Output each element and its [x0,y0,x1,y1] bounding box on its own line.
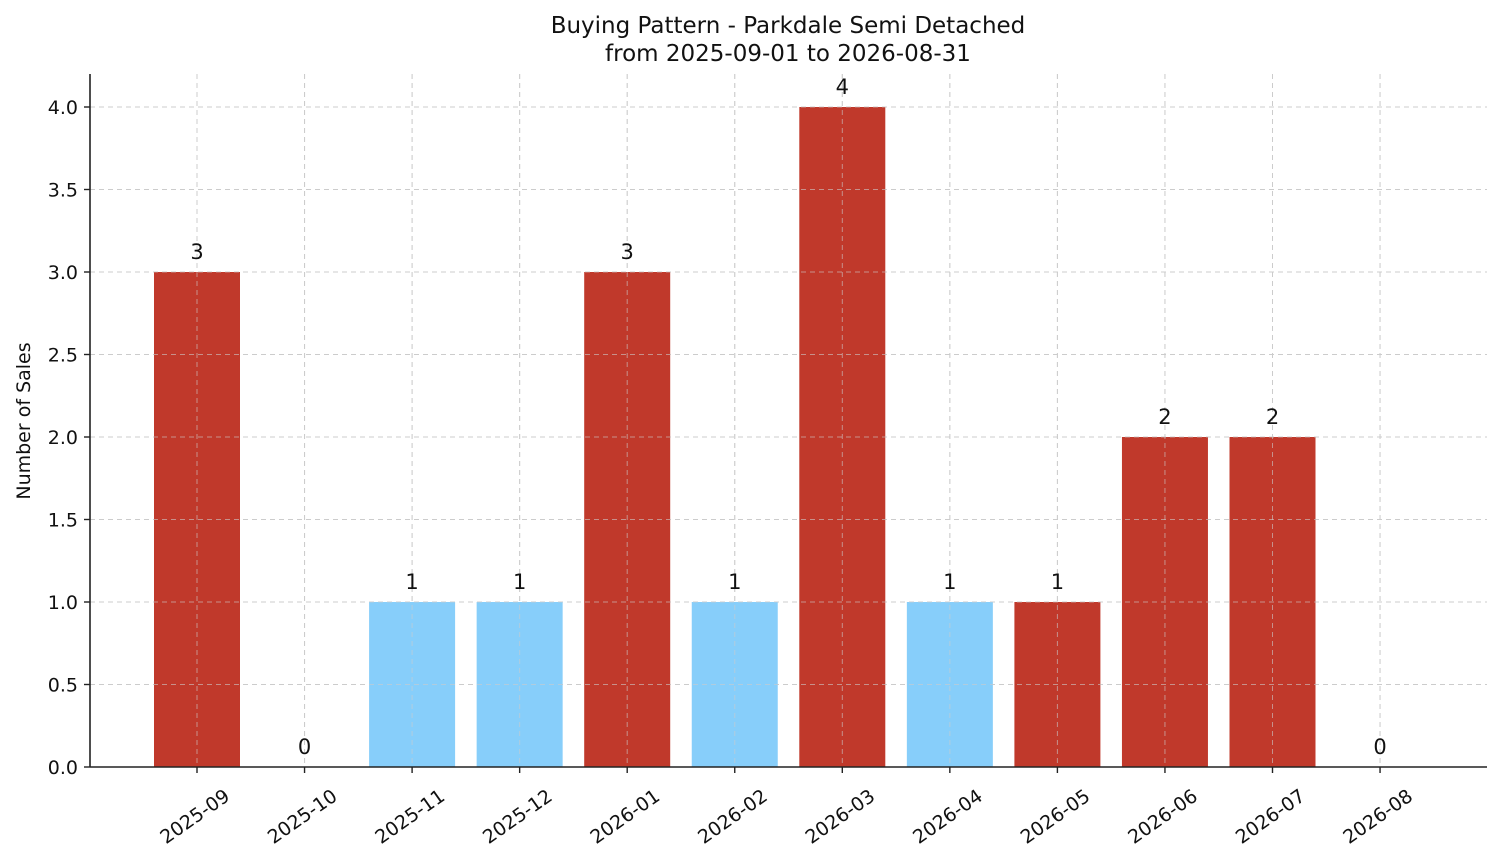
data-label: 0 [1373,735,1386,759]
data-label: 1 [728,570,741,594]
x-tick-label: 2025-10 [264,785,342,849]
y-tick-label: 1.0 [48,592,78,614]
y-tick-label: 2.0 [48,427,78,449]
chart-title: Buying Pattern - Parkdale Semi Detached [551,13,1026,39]
y-tick-label: 0.5 [48,675,78,697]
data-label: 0 [298,735,311,759]
data-label: 2 [1158,405,1171,429]
y-tick-label: 3.5 [48,180,78,202]
data-label: 2 [1266,405,1279,429]
bar [369,602,456,767]
y-tick-label: 0.0 [48,757,78,779]
x-tick-label: 2026-03 [802,785,880,849]
x-tick-label: 2026-02 [694,785,772,849]
y-tick-label: 1.5 [48,510,78,532]
y-axis-label: Number of Sales [13,342,35,499]
x-tick-label: 2026-05 [1017,785,1095,849]
data-label: 3 [190,240,203,264]
x-tick-label: 2025-09 [156,785,234,849]
y-tick-label: 3.0 [48,262,78,284]
x-tick-label: 2026-04 [909,785,987,849]
x-tick-label: 2026-08 [1339,785,1417,849]
data-labels: 3 0 1 1 3 1 4 1 1 2 2 0 [190,75,1386,759]
x-tick-label: 2026-01 [586,785,664,849]
data-label: 1 [943,570,956,594]
chart-subtitle: from 2025-09-01 to 2026-08-31 [605,41,971,67]
y-tick-label: 4.0 [48,97,78,119]
x-tick-label: 2026-06 [1124,785,1202,849]
x-tick-label: 2025-11 [371,785,449,849]
data-label: 1 [405,570,418,594]
data-label: 3 [621,240,634,264]
y-tick-label: 2.5 [48,345,78,367]
x-tick-label: 2025-12 [479,785,557,849]
data-label: 4 [836,75,849,99]
x-tick-label: 2026-07 [1232,785,1310,849]
data-label: 1 [1051,570,1064,594]
data-label: 1 [513,570,526,594]
